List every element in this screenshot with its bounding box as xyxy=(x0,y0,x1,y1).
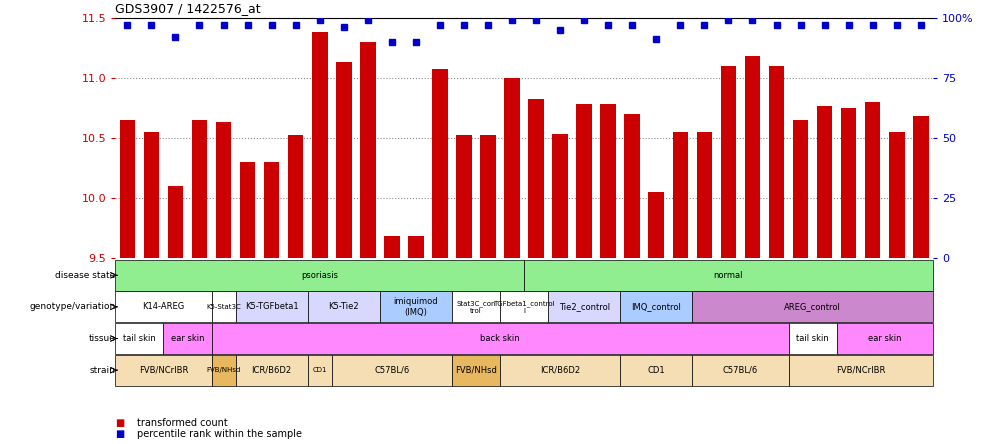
Bar xyxy=(691,355,788,386)
Bar xyxy=(115,260,523,291)
Bar xyxy=(912,116,928,258)
Bar xyxy=(332,355,452,386)
Bar xyxy=(215,122,231,258)
Bar xyxy=(792,119,808,258)
Text: tissue: tissue xyxy=(88,334,115,343)
Bar xyxy=(115,323,163,354)
Bar xyxy=(500,355,619,386)
Bar xyxy=(504,78,519,258)
Text: K5-Tie2: K5-Tie2 xyxy=(328,302,359,311)
Bar xyxy=(743,56,760,258)
Text: tail skin: tail skin xyxy=(123,334,155,343)
Text: tail skin: tail skin xyxy=(796,334,828,343)
Bar xyxy=(452,291,500,322)
Text: K5-TGFbeta1: K5-TGFbeta1 xyxy=(244,302,299,311)
Bar xyxy=(672,131,687,258)
Bar xyxy=(115,355,211,386)
Text: CD1: CD1 xyxy=(647,366,664,375)
Bar xyxy=(547,291,619,322)
Text: C57BL/6: C57BL/6 xyxy=(722,366,758,375)
Text: ear skin: ear skin xyxy=(867,334,901,343)
Text: FVB/NHsd: FVB/NHsd xyxy=(206,367,240,373)
Text: imiquimod
(IMQ): imiquimod (IMQ) xyxy=(393,297,438,317)
Text: ICR/B6D2: ICR/B6D2 xyxy=(539,366,579,375)
Text: TGFbeta1_control
l: TGFbeta1_control l xyxy=(493,300,554,314)
Bar xyxy=(191,119,207,258)
Text: GDS3907 / 1422576_at: GDS3907 / 1422576_at xyxy=(115,2,261,15)
Text: percentile rank within the sample: percentile rank within the sample xyxy=(137,429,303,439)
Text: back skin: back skin xyxy=(480,334,519,343)
Bar xyxy=(719,66,735,258)
Text: FVB/NCrIBR: FVB/NCrIBR xyxy=(138,366,188,375)
Bar xyxy=(528,99,543,258)
Text: FVB/NCrIBR: FVB/NCrIBR xyxy=(835,366,885,375)
Bar xyxy=(115,291,211,322)
Text: IMQ_control: IMQ_control xyxy=(630,302,680,311)
Text: CD1: CD1 xyxy=(313,367,327,373)
Text: ■: ■ xyxy=(115,418,124,428)
Bar xyxy=(816,107,832,258)
Bar xyxy=(840,108,856,258)
Text: AREG_control: AREG_control xyxy=(784,302,840,311)
Bar xyxy=(888,131,904,258)
Text: psoriasis: psoriasis xyxy=(301,271,338,280)
Bar xyxy=(308,291,380,322)
Bar xyxy=(619,355,691,386)
Bar xyxy=(211,323,788,354)
Text: ■: ■ xyxy=(115,429,124,439)
Bar xyxy=(384,236,399,258)
Bar xyxy=(788,355,932,386)
Text: transformed count: transformed count xyxy=(137,418,227,428)
Bar xyxy=(336,62,352,258)
Text: C57BL/6: C57BL/6 xyxy=(374,366,409,375)
Bar xyxy=(408,236,423,258)
Bar xyxy=(768,66,784,258)
Bar xyxy=(836,323,932,354)
Text: Stat3C_con
trol: Stat3C_con trol xyxy=(456,300,495,314)
Text: ear skin: ear skin xyxy=(170,334,204,343)
Bar xyxy=(452,355,500,386)
Bar xyxy=(235,355,308,386)
Text: ICR/B6D2: ICR/B6D2 xyxy=(252,366,292,375)
Text: Tie2_control: Tie2_control xyxy=(558,302,609,311)
Bar xyxy=(211,355,235,386)
Bar xyxy=(500,291,547,322)
Bar xyxy=(380,291,452,322)
Text: K14-AREG: K14-AREG xyxy=(142,302,184,311)
Bar xyxy=(788,323,836,354)
Text: normal: normal xyxy=(713,271,742,280)
Text: genotype/variation: genotype/variation xyxy=(29,302,115,311)
Bar xyxy=(576,104,591,258)
Bar xyxy=(864,102,880,258)
Bar xyxy=(619,291,691,322)
Bar xyxy=(239,162,256,258)
Text: strain: strain xyxy=(89,366,115,375)
Bar xyxy=(552,134,567,258)
Bar xyxy=(480,135,495,258)
Bar xyxy=(360,42,375,258)
Bar xyxy=(167,186,183,258)
Text: FVB/NHsd: FVB/NHsd xyxy=(455,366,496,375)
Bar xyxy=(691,291,932,322)
Bar xyxy=(600,104,615,258)
Bar xyxy=(264,162,280,258)
Bar xyxy=(624,114,639,258)
Bar xyxy=(288,135,304,258)
Text: K5-Stat3C: K5-Stat3C xyxy=(206,304,240,310)
Bar xyxy=(235,291,308,322)
Bar xyxy=(143,131,159,258)
Bar xyxy=(432,69,447,258)
Bar xyxy=(312,32,328,258)
Bar xyxy=(211,291,235,322)
Bar xyxy=(523,260,932,291)
Text: disease state: disease state xyxy=(55,271,115,280)
Bar xyxy=(456,135,471,258)
Bar xyxy=(648,191,663,258)
Bar xyxy=(308,355,332,386)
Bar xyxy=(695,131,711,258)
Bar xyxy=(163,323,211,354)
Bar xyxy=(119,119,135,258)
